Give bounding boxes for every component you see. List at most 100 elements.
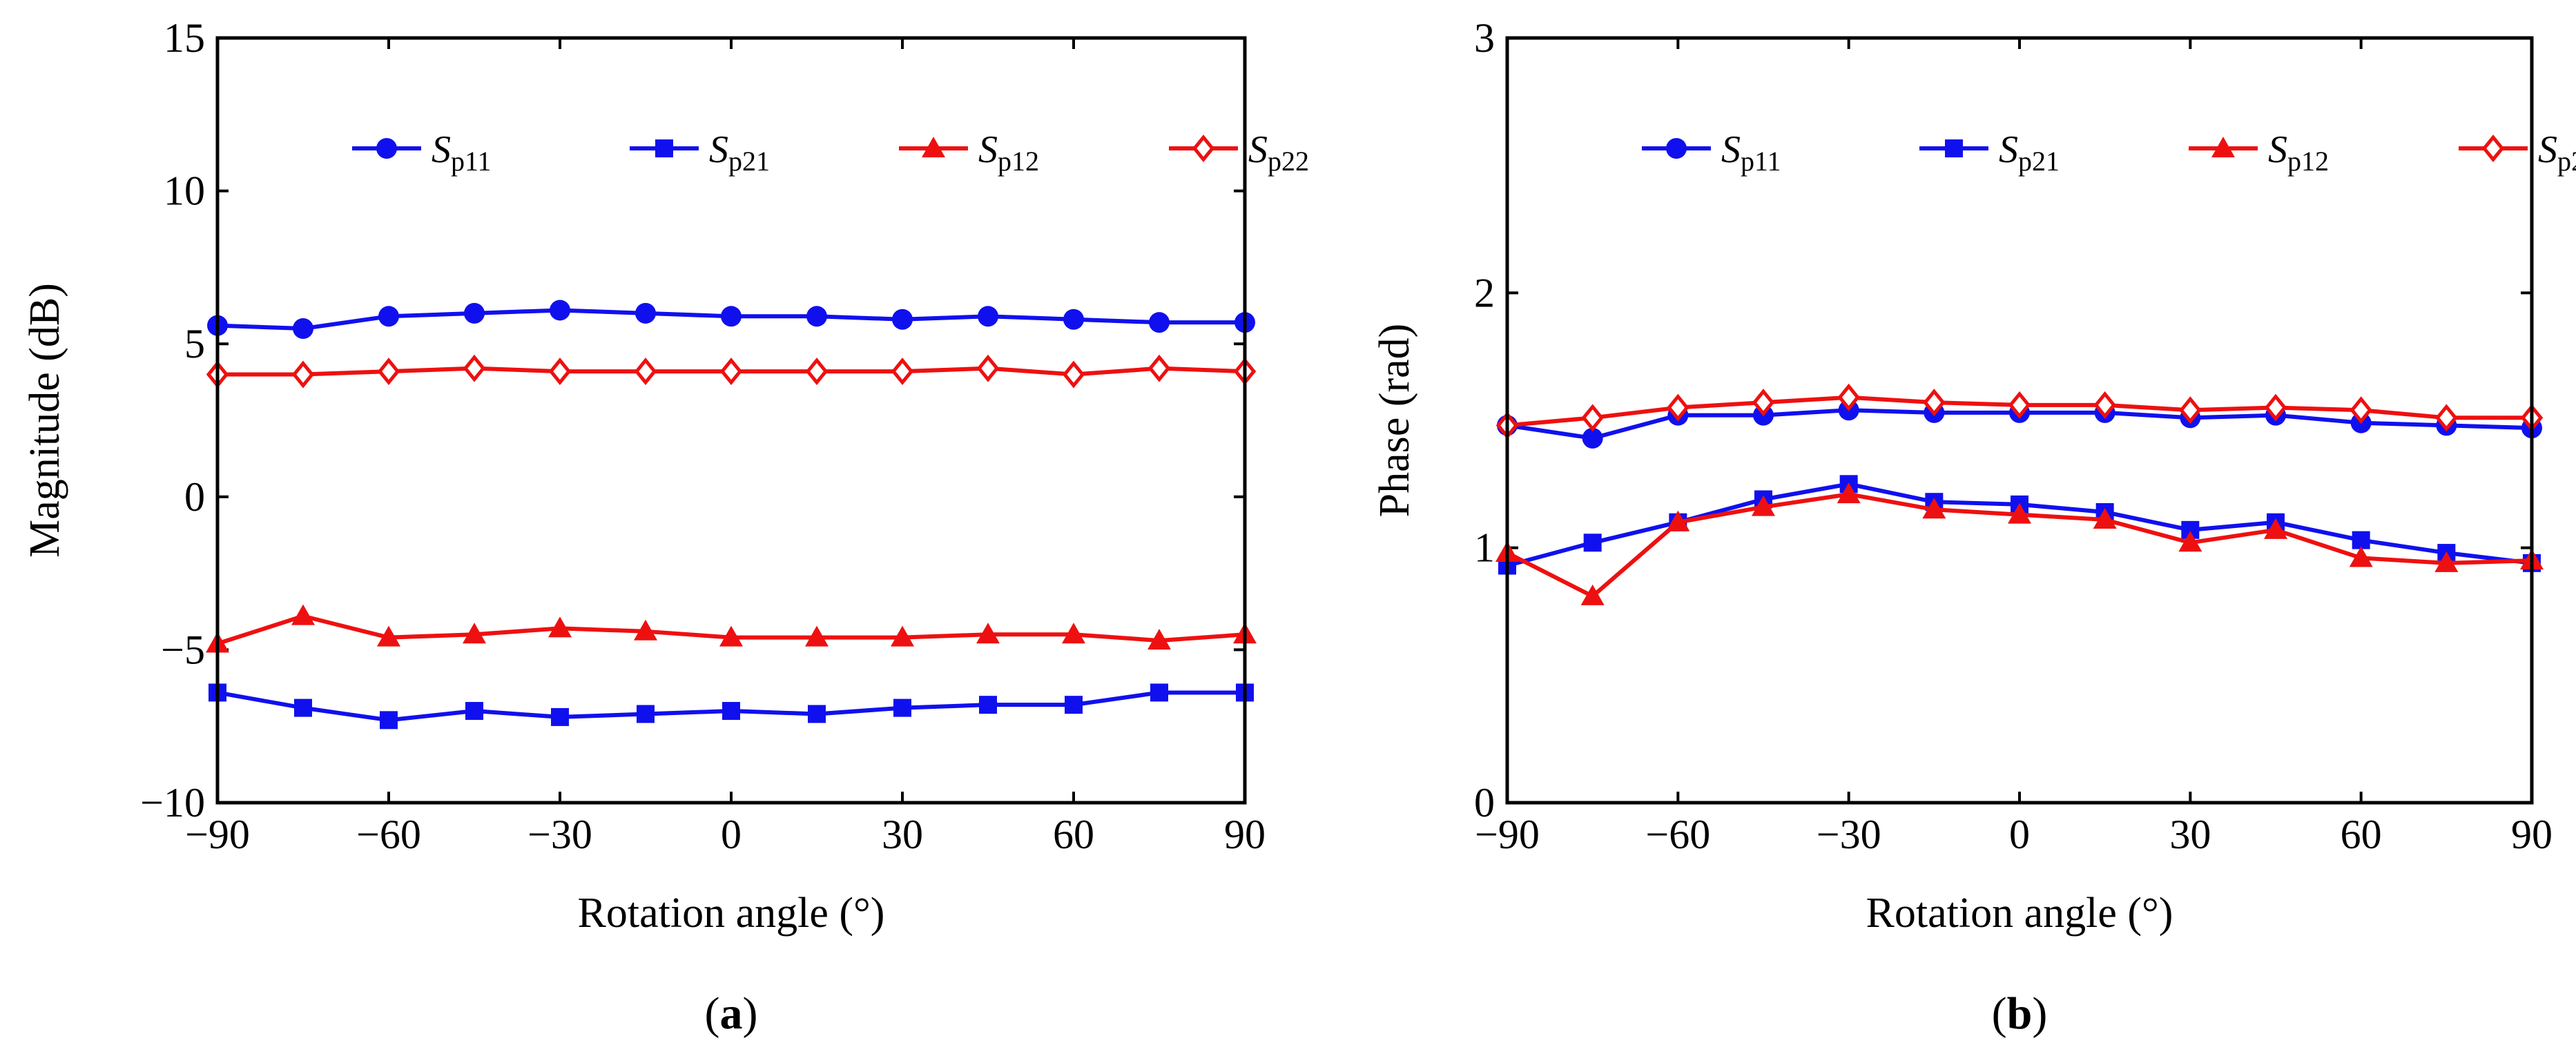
x-tick-label: −60 xyxy=(1645,812,1710,857)
data-point-p12 xyxy=(377,625,400,647)
y-axis-label: Magnitude (dB) xyxy=(21,283,68,558)
data-point-p21 xyxy=(1065,696,1083,714)
x-tick-label: 30 xyxy=(2169,812,2211,857)
data-point-p22 xyxy=(976,354,1000,382)
data-point-p21 xyxy=(808,705,826,723)
legend-label-p22: Sp22 xyxy=(1248,128,1309,177)
plot-frame xyxy=(215,36,1247,805)
legend-label-p22: Sp22 xyxy=(2538,128,2576,177)
data-point-p22 xyxy=(2350,396,2372,424)
data-point-p22 xyxy=(2008,391,2031,419)
data-point-p11 xyxy=(806,306,827,327)
data-point-p12 xyxy=(1837,482,1861,504)
data-point-p22 xyxy=(719,358,743,386)
data-point-p11 xyxy=(1582,427,1603,449)
data-point-p21 xyxy=(979,696,997,714)
data-point-p11 xyxy=(293,318,313,340)
x-tick-label: 90 xyxy=(1224,812,1266,857)
legend-marker-p21 xyxy=(1945,139,1963,157)
data-point-p12 xyxy=(805,625,829,647)
x-tick-label: 60 xyxy=(1053,812,1094,857)
x-axis-label: Rotation angle (°) xyxy=(1866,890,2173,937)
legend-marker-p22 xyxy=(1192,135,1215,162)
y-tick-label: 15 xyxy=(164,15,205,61)
data-point-p12 xyxy=(548,616,572,638)
panel-label: (a) xyxy=(705,988,758,1039)
chart-magnitude: −90 −60 −30 0 30 60 90 −10 −5 0 5 10 15 Sp11 Sp21 Sp12 S… xyxy=(21,15,1309,1039)
data-point-p22 xyxy=(891,358,914,386)
y-tick-label: 2 xyxy=(1474,270,1495,315)
legend-marker-p11 xyxy=(1666,138,1687,159)
legend-label-p11: Sp11 xyxy=(432,128,492,177)
data-point-p21 xyxy=(1583,534,1602,552)
y-tick-label: 3 xyxy=(1474,15,1495,61)
y-tick-label: 0 xyxy=(184,474,205,520)
x-tick-label: −90 xyxy=(185,812,250,857)
data-point-p11 xyxy=(550,300,570,321)
data-point-p12 xyxy=(291,604,315,625)
data-point-p22 xyxy=(2264,393,2287,422)
data-point-p11 xyxy=(1149,312,1170,333)
legend-label-p21: Sp21 xyxy=(709,128,770,177)
x-tick-label: 60 xyxy=(2341,812,2382,857)
y-tick-label: 10 xyxy=(164,168,205,214)
data-point-p21 xyxy=(294,698,312,717)
legend-marker-p12 xyxy=(922,137,945,157)
legend-label-p11: Sp11 xyxy=(1721,128,1781,177)
data-point-p22 xyxy=(291,360,315,389)
data-point-p11 xyxy=(978,306,998,327)
data-point-p11 xyxy=(721,306,742,327)
data-point-p11 xyxy=(378,306,399,327)
data-point-p22 xyxy=(463,354,486,382)
chart-phase: −90 −60 −30 0 30 60 90 0 1 2 3 Sp11 Sp21 Sp12 Sp22 Rota… xyxy=(1371,15,2576,1039)
x-tick-label: −60 xyxy=(356,812,421,857)
data-point-p22 xyxy=(1667,393,1689,422)
x-axis-label: Rotation angle (°) xyxy=(578,890,885,937)
data-point-p11 xyxy=(464,302,485,324)
data-point-p21 xyxy=(2352,531,2370,549)
plot-frame xyxy=(1505,36,2534,805)
data-point-p12 xyxy=(891,625,914,647)
legend-marker-p22 xyxy=(2481,135,2505,162)
data-point-p12 xyxy=(2178,531,2202,552)
x-tick-label: −30 xyxy=(1817,812,1881,857)
data-point-p12 xyxy=(2008,502,2031,524)
y-tick-label: 0 xyxy=(1474,780,1495,825)
data-point-p21 xyxy=(1150,683,1168,702)
y-tick-label: −5 xyxy=(161,627,205,672)
data-point-p21 xyxy=(465,702,483,721)
data-point-p12 xyxy=(1062,623,1085,644)
legend-label-p21: Sp21 xyxy=(1999,128,2060,177)
data-point-p22 xyxy=(548,358,572,386)
data-point-p11 xyxy=(1063,309,1084,330)
data-point-p12 xyxy=(634,619,657,641)
data-point-p21 xyxy=(637,705,655,723)
y-tick-label: −10 xyxy=(140,780,205,825)
x-tick-label: −30 xyxy=(527,812,592,857)
data-point-p22 xyxy=(805,358,829,386)
data-point-p21 xyxy=(722,702,740,721)
data-point-p21 xyxy=(551,707,569,726)
data-point-p11 xyxy=(635,302,656,324)
data-point-p12 xyxy=(1922,498,1946,519)
data-point-p11 xyxy=(892,309,913,330)
data-point-p22 xyxy=(2179,396,2202,424)
x-tick-label: 0 xyxy=(2009,812,2030,857)
data-point-p21 xyxy=(893,698,911,717)
data-point-p22 xyxy=(1062,360,1085,389)
data-point-p12 xyxy=(1147,629,1171,650)
x-tick-label: −90 xyxy=(1475,812,1540,857)
legend-marker-p12 xyxy=(2211,137,2235,157)
y-tick-label: 1 xyxy=(1474,525,1495,571)
legend-label-p12: Sp12 xyxy=(978,128,1039,177)
data-point-p22 xyxy=(1837,383,1860,411)
data-point-p22 xyxy=(1752,389,1775,417)
data-point-p22 xyxy=(2435,404,2458,432)
data-point-p21 xyxy=(380,711,398,730)
legend-label-p12: Sp12 xyxy=(2268,128,2329,177)
data-point-p12 xyxy=(719,625,743,647)
data-point-p22 xyxy=(1581,404,1604,432)
data-point-p22 xyxy=(634,358,657,386)
x-tick-label: 30 xyxy=(882,812,923,857)
